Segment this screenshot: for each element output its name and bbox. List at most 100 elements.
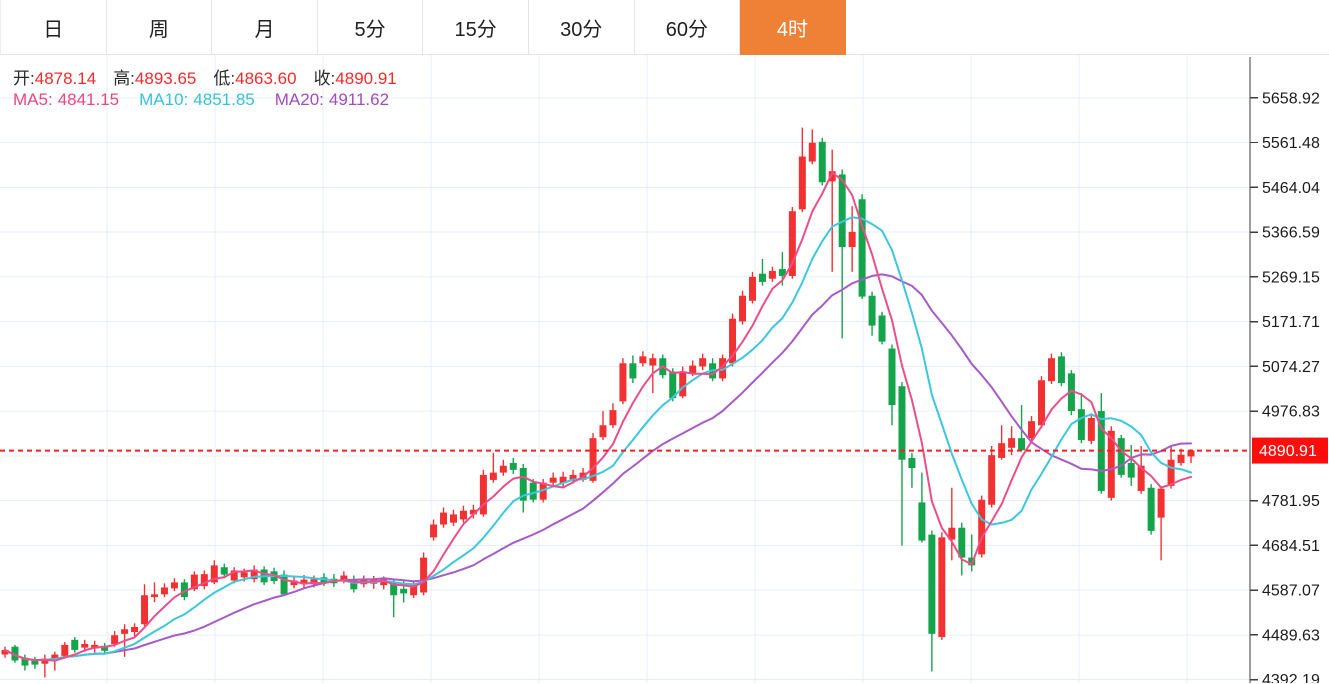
y-axis-tick-label: 5464.04 [1262,180,1320,197]
candle-body [938,537,946,638]
ohlc-value: 4878.14 [34,69,97,88]
candle-body [230,570,238,581]
interval-tab-day[interactable]: 日 [1,0,107,54]
candle-body [679,371,687,397]
candle-body [200,574,208,587]
candle-body [609,410,617,426]
candle-body [280,574,288,595]
candle-body [649,358,657,366]
candle-body [1047,358,1055,382]
interval-tab-4hour[interactable]: 4时 [740,0,846,55]
interval-tab-month[interactable]: 月 [212,0,318,54]
candle-body [1067,373,1075,412]
interval-tab-5min[interactable]: 5分 [317,0,424,54]
ohlc-item: 低:4863.60 [213,69,296,88]
candle-body [469,509,477,515]
candle-body [170,582,178,589]
ohlc-label: 低: [213,69,236,88]
y-axis-tick-label: 4976.83 [1262,404,1320,421]
candle-body [888,348,896,406]
candle-body [459,510,467,520]
current-price-label [1252,437,1328,464]
candle-body [479,474,487,515]
candle-body [220,567,228,575]
candle-body [1028,421,1036,439]
ma-legend-item: MA20: 4911.62 [275,90,389,109]
ma-label: MA10: [139,90,189,109]
candle-body [958,527,966,558]
candle-body [290,580,298,586]
ma-legend: MA5: 4841.15 MA10: 4851.85 MA20: 4911.62 [13,90,409,110]
candle-body [1187,450,1195,457]
y-axis-tick-label: 5171.71 [1262,314,1320,331]
ma5-line [4,171,1192,662]
candle-body [121,629,129,634]
candle-body [619,363,627,402]
candle-body [310,579,318,585]
candle-body [539,482,547,500]
ohlc-label: 高: [113,69,135,88]
ma-legend-item: MA5: 4841.15 [13,90,119,109]
ma-label: MA5: [13,90,53,109]
y-axis-tick-label: 4489.63 [1262,627,1320,644]
candle-body [838,174,846,248]
candle-body [798,156,806,210]
ma-legend-item: MA10: 4851.85 [139,90,255,109]
candle-body [768,270,776,279]
candle-body [739,295,747,322]
ohlc-value: 4893.65 [134,69,197,88]
ma-value: 4911.62 [328,90,390,109]
candle-body [160,587,168,595]
candle-body [390,582,398,596]
candle-body [300,579,308,585]
candle-body [699,358,707,367]
ma10-line [4,216,1192,662]
candle-body [449,514,457,523]
interval-tab-week[interactable]: 周 [106,0,213,54]
candle-body [758,273,766,282]
candle-body [190,574,198,590]
candle-body [1077,409,1085,440]
candle-body [240,572,248,578]
ohlc-value: 4863.60 [235,69,297,88]
candle-body [111,635,119,644]
candle-body [131,626,139,633]
candle-body [61,644,69,656]
candle-body [1038,380,1046,426]
y-axis-tick-label: 5658.92 [1262,90,1320,107]
candle-body [629,363,637,379]
candle-body [599,425,607,438]
candle-body [1157,488,1165,518]
candle-body [400,588,408,594]
candlestick-chart[interactable]: 5658.92 5561.48 5464.04 5366.59 5269.15 5171.… [0,55,1329,683]
interval-tab-60min[interactable]: 60分 [634,0,741,54]
candle-body [549,477,557,483]
candle-body [489,472,497,480]
candle-body [1008,438,1016,448]
candle-body [1018,438,1026,451]
candle-body [818,141,826,183]
candle-body [858,199,866,297]
y-axis-tick-label: 4392.19 [1262,672,1320,683]
y-axis-tick-label: 4587.07 [1262,583,1320,600]
ohlc-label: 收: [313,69,336,88]
ohlc-item: 开:4878.14 [13,69,96,88]
candle-body [1117,438,1125,475]
candle-body [589,438,597,481]
y-axis-tick-label: 4684.51 [1262,538,1320,555]
y-axis-tick-label: 5074.27 [1262,359,1320,376]
candle-body [350,579,358,590]
candle-body [988,455,996,505]
ohlc-value: 4890.91 [335,69,397,88]
current-price-label-text: 4890.91 [1259,443,1317,460]
candle-body [808,142,816,162]
interval-tab-15min[interactable]: 15分 [423,0,529,54]
candle-body [878,315,886,342]
candle-body [11,646,19,661]
candle-body [748,276,756,301]
candle-body [729,318,737,364]
candle-body [380,579,388,586]
candle-body [509,462,517,470]
candle-body [1087,417,1095,441]
interval-tab-30min[interactable]: 30分 [528,0,635,54]
